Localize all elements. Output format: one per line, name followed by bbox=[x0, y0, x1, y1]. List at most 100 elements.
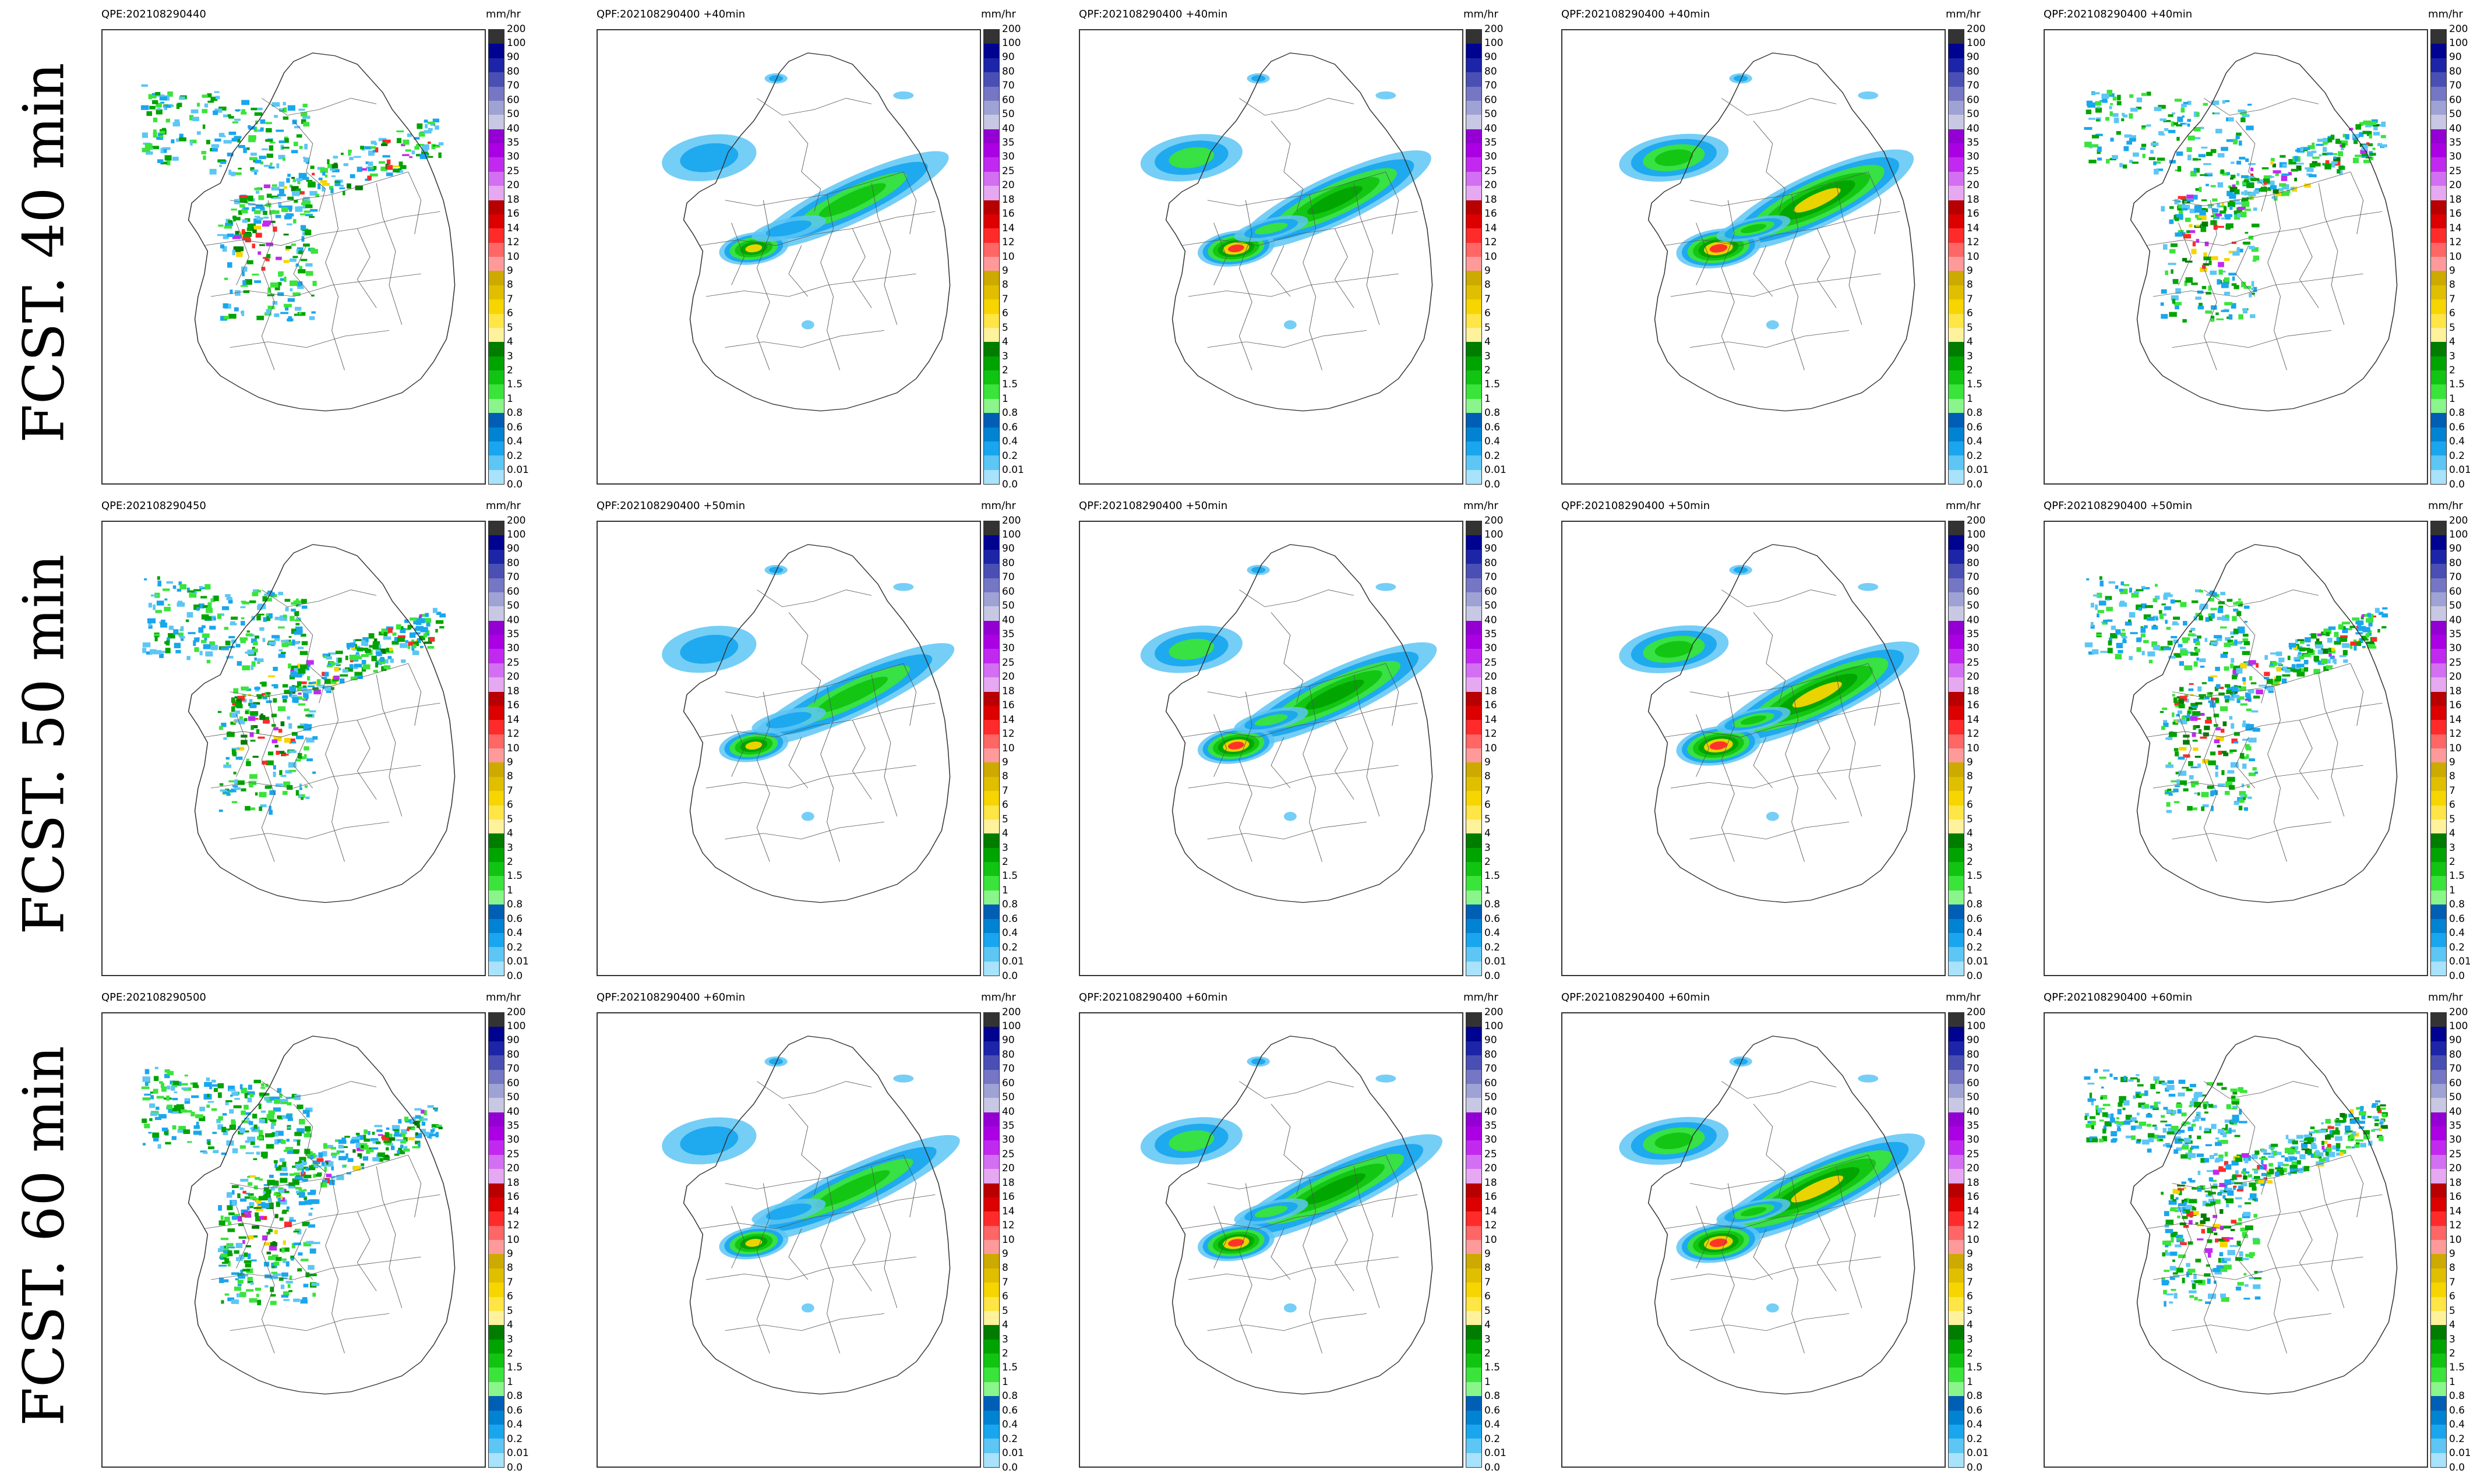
precip-cell bbox=[256, 217, 263, 220]
colorbar-segment bbox=[2431, 228, 2446, 243]
admin-boundary bbox=[1721, 1183, 1735, 1354]
precip-cell bbox=[287, 174, 291, 177]
precip-cell bbox=[357, 1147, 364, 1151]
precip-cell bbox=[264, 716, 270, 723]
precip-cell bbox=[2375, 1100, 2381, 1103]
precip-cell bbox=[2313, 1129, 2321, 1133]
colorbar-segment bbox=[1466, 313, 1481, 328]
precip-cell bbox=[2235, 135, 2240, 139]
precip-cell bbox=[2240, 117, 2246, 122]
precip-cell bbox=[295, 1175, 301, 1178]
precip-cell bbox=[2367, 1115, 2372, 1118]
colorbar-segment bbox=[489, 862, 504, 877]
colorbar bbox=[1466, 1012, 1482, 1468]
precip-cell bbox=[247, 1176, 250, 1178]
precip-cell bbox=[2222, 100, 2225, 104]
colorbar-segment bbox=[489, 677, 504, 692]
colorbar-segment bbox=[1949, 649, 1964, 663]
precip-cell bbox=[2203, 252, 2207, 258]
precip-cell bbox=[2192, 242, 2196, 247]
precip-cell bbox=[2192, 740, 2198, 742]
precip-cell bbox=[2286, 667, 2295, 672]
colorbar-segment bbox=[2431, 748, 2446, 763]
precip-cell bbox=[2242, 1257, 2249, 1260]
precip-cell bbox=[297, 247, 304, 252]
precip-cell bbox=[2205, 1144, 2213, 1147]
precip-cell bbox=[305, 714, 313, 717]
precip-cell bbox=[2191, 1123, 2196, 1127]
colorbar-segment bbox=[489, 819, 504, 834]
precip-cell bbox=[2206, 1170, 2214, 1172]
precip-cell bbox=[2342, 1118, 2346, 1123]
precip-cell bbox=[330, 188, 334, 194]
precip-cell bbox=[2239, 157, 2246, 160]
precip-cell bbox=[414, 146, 419, 150]
admin-boundary bbox=[1239, 1081, 1354, 1099]
precip-cell bbox=[2175, 772, 2179, 775]
precip-cell bbox=[193, 1130, 202, 1135]
precip-cell bbox=[250, 740, 256, 742]
admin-boundary bbox=[871, 674, 898, 817]
precip-cell bbox=[301, 202, 307, 206]
precip-cell bbox=[242, 219, 248, 223]
precip-cell bbox=[397, 637, 405, 642]
precip-cell bbox=[271, 713, 277, 718]
precip-cell bbox=[2321, 631, 2326, 635]
precip-cell bbox=[2185, 217, 2191, 222]
precip-cell bbox=[2366, 122, 2374, 125]
precip-cell bbox=[2238, 1121, 2242, 1123]
precip-cell bbox=[2228, 117, 2234, 122]
precip-cell bbox=[400, 628, 406, 633]
admin-boundary bbox=[230, 330, 390, 348]
precip-cell bbox=[2153, 161, 2157, 165]
precip-cell bbox=[207, 1101, 214, 1103]
precip-cell bbox=[259, 806, 263, 811]
precip-cell bbox=[2322, 153, 2328, 156]
precip-cell bbox=[2192, 711, 2201, 716]
precip-cell bbox=[2091, 92, 2100, 94]
precip-cell bbox=[150, 1095, 154, 1100]
precip-cell bbox=[239, 1128, 245, 1133]
precip-cell bbox=[322, 1151, 327, 1157]
precip-cell bbox=[259, 715, 266, 720]
precip-cell bbox=[271, 186, 280, 191]
precip-cell bbox=[218, 810, 223, 812]
precip-cell bbox=[280, 1284, 285, 1289]
colorbar-segment bbox=[489, 1325, 504, 1340]
precip-cell bbox=[349, 655, 357, 660]
colorbar-segment bbox=[489, 549, 504, 564]
precip-cell bbox=[427, 121, 435, 125]
precip-cell bbox=[2268, 1156, 2275, 1158]
precip-cell bbox=[2194, 792, 2197, 794]
precip-cell bbox=[160, 101, 165, 104]
precip-cell bbox=[205, 651, 213, 657]
precip-cell bbox=[188, 590, 195, 593]
precip-cell bbox=[2204, 696, 2210, 699]
precip-cell bbox=[2251, 287, 2254, 291]
colorbar-segment bbox=[1466, 1169, 1481, 1183]
admin-boundary bbox=[756, 200, 770, 370]
precip-cell bbox=[2380, 1107, 2386, 1110]
precip-cell bbox=[159, 653, 164, 658]
precip-cell bbox=[432, 607, 437, 613]
precip-cell bbox=[2195, 158, 2201, 161]
precip-cell bbox=[2268, 665, 2275, 667]
colorbar-ticks: 200 100 90 80 70 60 50 40 35 30 25 20 18 16 14 12 10 9 8 7 6… bbox=[1002, 23, 1024, 490]
colorbar-segment bbox=[1949, 1098, 1964, 1112]
precip-cell bbox=[2109, 1073, 2113, 1077]
precip-cell bbox=[2201, 682, 2207, 684]
precip-cell bbox=[2303, 667, 2309, 672]
precip-cell bbox=[416, 154, 423, 157]
precip-cell bbox=[438, 152, 442, 158]
precip-cell bbox=[2332, 1130, 2340, 1135]
precip-cell bbox=[381, 628, 389, 634]
precip-cell bbox=[2231, 1122, 2238, 1125]
precip-cell bbox=[227, 1205, 233, 1210]
precip-cell bbox=[206, 659, 211, 663]
precip-cell bbox=[2100, 584, 2104, 586]
precip-cell bbox=[2113, 118, 2119, 123]
precip-cell bbox=[305, 214, 313, 217]
precip-cell bbox=[404, 1116, 409, 1122]
precip-cell bbox=[148, 1132, 152, 1134]
precip-cell bbox=[261, 1216, 267, 1220]
